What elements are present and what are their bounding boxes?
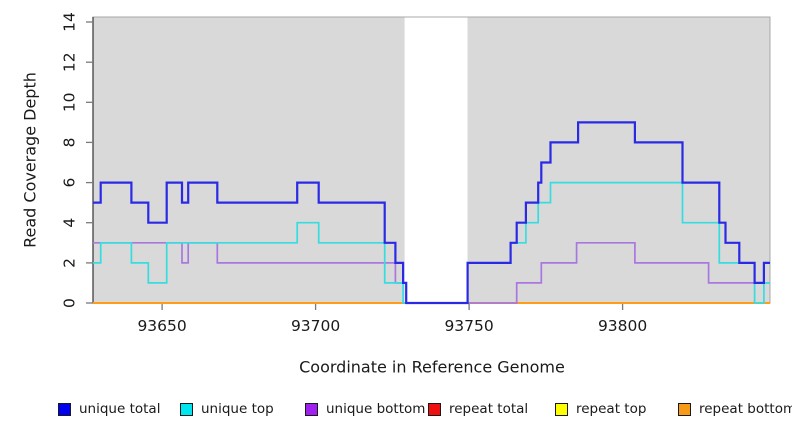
legend-swatch-repeat-top	[555, 402, 568, 416]
y-tick-label: 8	[61, 137, 79, 147]
legend-label: repeat bottom	[699, 401, 792, 417]
legend-swatch-unique-total	[58, 402, 71, 416]
legend-label: repeat total	[449, 401, 529, 417]
x-tick-label: 93750	[444, 317, 493, 335]
legend-swatch-repeat-bottom	[678, 402, 691, 416]
legend-item-repeat-bottom: repeat bottom	[678, 401, 792, 417]
y-tick-label: 2	[61, 258, 79, 268]
y-tick-label: 10	[61, 92, 79, 112]
y-tick-label: 4	[61, 218, 79, 228]
y-tick-label: 6	[61, 178, 79, 188]
legend-label: unique bottom	[326, 401, 426, 417]
legend-item-repeat-total: repeat total	[428, 401, 529, 417]
y-axis-title: Read Coverage Depth	[20, 72, 40, 248]
y-tick-label: 12	[61, 52, 79, 72]
legend-item-unique-bottom: unique bottom	[305, 401, 426, 417]
legend-label: unique top	[201, 401, 274, 417]
legend: unique total unique top unique bottom repea…	[0, 396, 792, 422]
y-tick-label: 14	[61, 12, 79, 32]
legend-item-repeat-top: repeat top	[555, 401, 647, 417]
x-tick-label: 93650	[137, 317, 186, 335]
legend-swatch-unique-top	[180, 402, 193, 416]
legend-swatch-unique-bottom	[305, 402, 318, 416]
legend-item-unique-total: unique total	[58, 401, 161, 417]
gap-band	[404, 17, 468, 303]
legend-label: repeat top	[576, 401, 647, 417]
legend-label: unique total	[79, 401, 161, 417]
x-tick-label: 93700	[291, 317, 340, 335]
x-tick-label: 93800	[598, 317, 647, 335]
x-axis-title: Coordinate in Reference Genome	[299, 357, 565, 377]
y-tick-label: 0	[61, 298, 79, 308]
legend-item-unique-top: unique top	[180, 401, 274, 417]
series-unique-total	[93, 121, 770, 305]
legend-swatch-repeat-total	[428, 402, 441, 416]
